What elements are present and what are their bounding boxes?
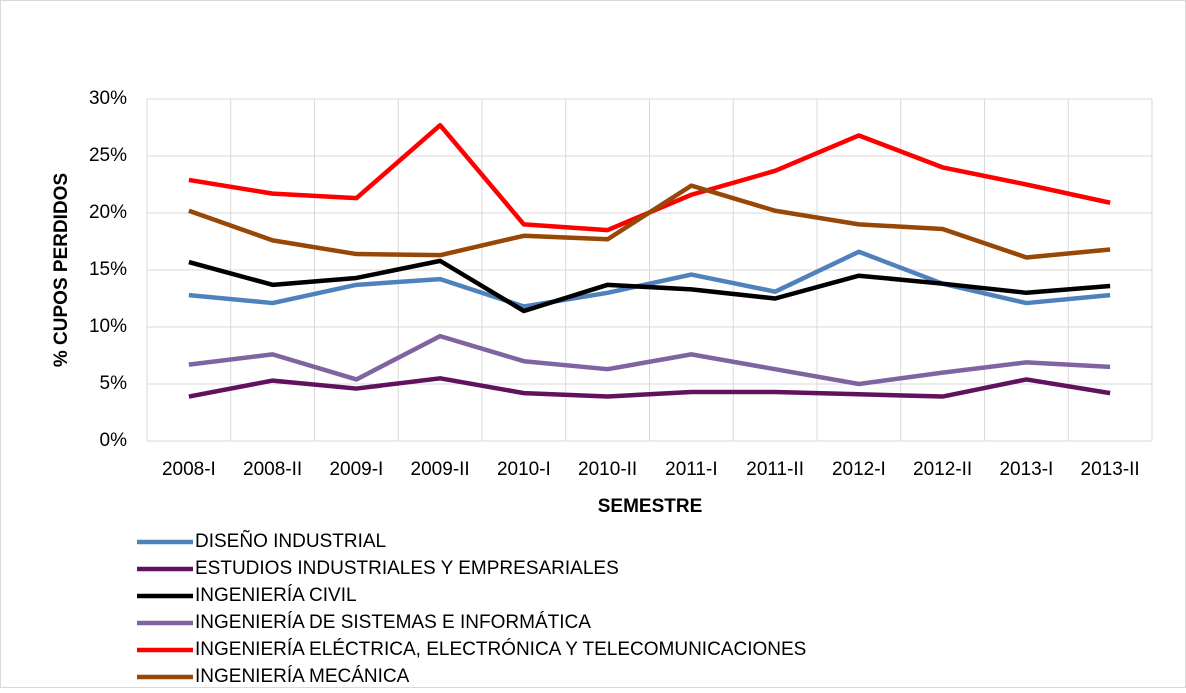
x-axis-title: SEMESTRE — [598, 496, 703, 517]
legend-label: INGENIERÍA CIVIL — [195, 585, 357, 606]
series-line — [188, 183, 1111, 260]
legend-label: INGENIERÍA MECÁNICA — [195, 666, 410, 687]
legend-label: DISEÑO INDUSTRIAL — [195, 530, 386, 552]
y-axis-title: % CUPOS PERDIDOS — [51, 173, 72, 367]
y-tick-label: 30% — [89, 88, 127, 109]
legend-label: ESTUDIOS INDUSTRIALES Y EMPRESARIALES — [195, 558, 619, 579]
x-tick-label: 2012-I — [832, 459, 886, 480]
legend-label: INGENIERÍA ELÉCTRICA, ELECTRÓNICA Y TELE… — [195, 638, 806, 660]
x-tick-label: 2008-I — [162, 459, 216, 480]
y-tick-label: 25% — [89, 145, 127, 166]
y-tick-label: 20% — [89, 202, 127, 223]
x-tick-label: 2009-I — [329, 459, 383, 480]
legend-label: INGENIERÍA DE SISTEMAS E INFORMÁTICA — [195, 612, 591, 633]
x-tick-label: 2013-I — [999, 459, 1053, 480]
x-tick-label: 2013-II — [1081, 459, 1140, 480]
x-tick-label: 2010-II — [578, 459, 637, 480]
series-line — [188, 258, 1111, 314]
x-tick-label: 2008-II — [243, 459, 302, 480]
y-tick-label: 10% — [89, 316, 127, 337]
x-tick-label: 2011-II — [746, 459, 804, 480]
y-tick-label: 15% — [89, 259, 127, 280]
series-line — [188, 376, 1111, 399]
x-tick-label: 2011-I — [665, 459, 717, 480]
x-tick-label: 2012-II — [913, 459, 972, 480]
x-tick-label: 2010-I — [497, 459, 551, 480]
x-tick-label: 2009-II — [411, 459, 470, 480]
series-line — [188, 333, 1111, 387]
y-tick-label: 0% — [100, 430, 128, 451]
y-tick-label: 5% — [100, 373, 128, 394]
